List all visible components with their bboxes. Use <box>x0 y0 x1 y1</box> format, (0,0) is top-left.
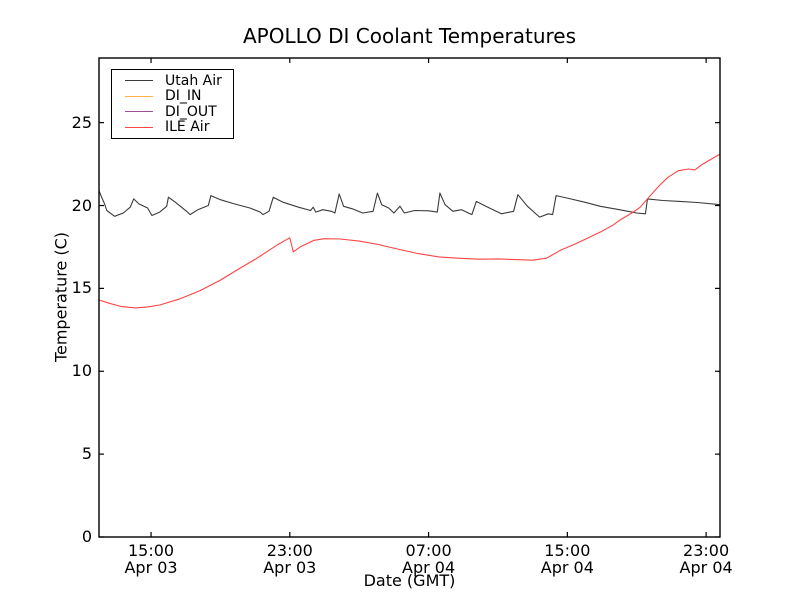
legend-line-swatch <box>125 126 153 128</box>
legend-line-swatch <box>125 80 153 82</box>
x-tick-date: Apr 03 <box>124 558 178 577</box>
y-tick-label: 20 <box>71 195 92 215</box>
x-tick-label: 15:00 Apr 03 <box>105 542 197 576</box>
series-line-utah-air <box>98 190 721 218</box>
x-tick-time: 15:00 <box>544 541 591 560</box>
legend-item-utah-air: Utah Air <box>112 72 233 89</box>
legend-label: ILE Air <box>165 119 210 136</box>
x-tick-label: 15:00 Apr 04 <box>521 542 613 576</box>
legend-item-di-in: DI_IN <box>112 88 233 105</box>
axes-border <box>98 57 721 538</box>
y-tick-label: 5 <box>81 444 92 464</box>
legend: Utah Air DI_IN DI_OUT ILE Air <box>111 69 234 139</box>
x-tick-date: Apr 04 <box>679 558 733 577</box>
y-tick-label: 10 <box>71 361 92 381</box>
x-tick-time: 15:00 <box>127 541 175 560</box>
x-tick-label: 23:00 Apr 04 <box>660 542 752 576</box>
y-tick-label: 0 <box>81 527 92 546</box>
legend-label: Utah Air <box>165 72 222 89</box>
legend-line-swatch <box>125 111 153 113</box>
legend-item-di-out: DI_OUT <box>112 103 233 120</box>
series-line-ile-air <box>98 153 721 309</box>
x-axis-label: Date (GMT) <box>363 571 456 590</box>
legend-label: DI_IN <box>165 88 202 105</box>
x-tick-time: 23:00 <box>266 541 313 560</box>
x-tick-date: Apr 03 <box>263 558 317 577</box>
x-tick-time: 23:00 <box>683 541 730 560</box>
x-tick-label: 23:00 Apr 03 <box>244 542 336 576</box>
y-tick-label: 15 <box>71 278 92 298</box>
x-tick-date: Apr 04 <box>540 558 594 577</box>
legend-item-ile-air: ILE Air <box>112 119 233 136</box>
legend-label: DI_OUT <box>165 103 217 120</box>
x-tick-label: 07:00 Apr 04 <box>383 542 475 576</box>
y-tick-label: 25 <box>71 112 92 132</box>
chart-title: APOLLO DI Coolant Temperatures <box>242 24 577 48</box>
x-tick-date: Apr 04 <box>402 558 456 577</box>
x-tick-time: 07:00 <box>405 541 452 560</box>
legend-line-swatch <box>125 95 153 97</box>
